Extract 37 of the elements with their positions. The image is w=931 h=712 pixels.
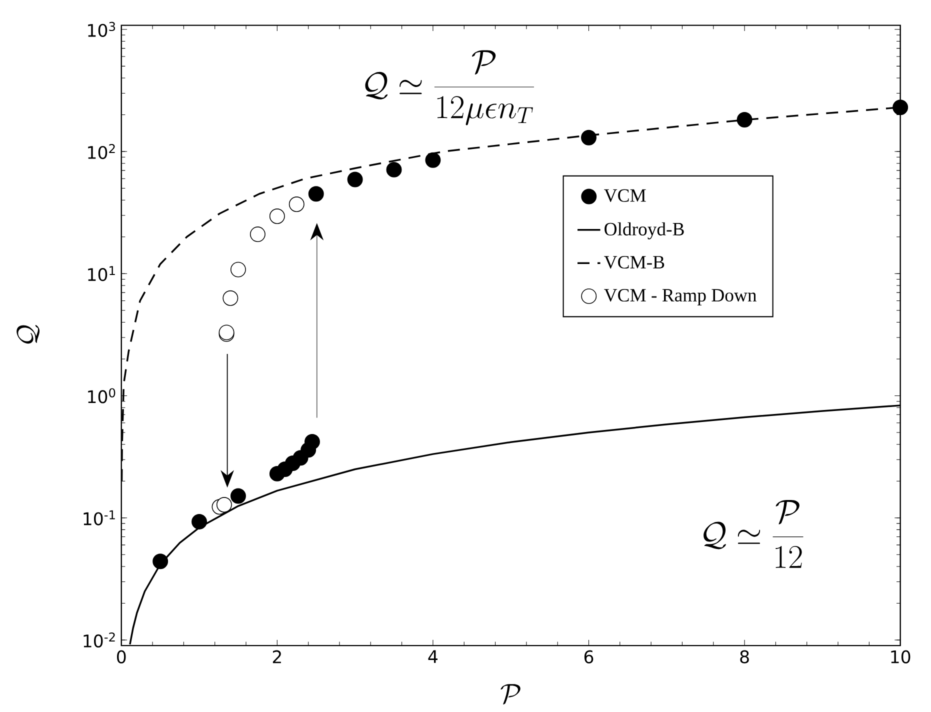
x-axis-title: $\mathcal{P}$ xyxy=(500,684,520,704)
x-tick-label: 10 xyxy=(891,650,910,664)
point xyxy=(192,514,208,530)
y-tick-label: 10$^{3}$ xyxy=(88,22,116,37)
legend-label: VCM xyxy=(604,189,646,202)
y-axis-title: $\mathcal{Q}$ xyxy=(16,324,40,344)
point xyxy=(250,226,266,242)
point xyxy=(736,112,752,128)
legend-label: Oldroyd-B xyxy=(604,222,684,240)
annotation: $\mathcal{Q} \simeq \frac{\mathcal{P}}{12\mu\epsilon n_T}$ xyxy=(365,50,534,126)
point xyxy=(230,488,246,504)
y-tick-label: 10$^{2}$ xyxy=(88,144,115,159)
legend-label: VCM-B xyxy=(604,256,664,269)
y-tick-label: 10$^{1}$ xyxy=(88,266,115,281)
point xyxy=(152,554,168,570)
point xyxy=(222,290,238,306)
x-tick-label: 6 xyxy=(584,650,594,664)
point xyxy=(230,262,246,278)
y-tick-label: 10$^{-2}$ xyxy=(84,632,115,648)
x-tick-label: 2 xyxy=(272,650,281,664)
point xyxy=(216,496,232,512)
point xyxy=(269,208,285,224)
point xyxy=(386,162,402,178)
y-tick-label: 10$^{0}$ xyxy=(88,388,116,404)
legend-label: VCM - Ramp Down xyxy=(604,288,757,306)
x-tick-label: 4 xyxy=(428,650,438,663)
x-tick-label: 8 xyxy=(740,650,749,664)
point xyxy=(288,196,304,212)
point xyxy=(581,130,596,146)
point xyxy=(308,186,324,202)
x-tick-label: 0 xyxy=(117,650,126,664)
y-tick-label: 10$^{-1}$ xyxy=(84,510,115,526)
point xyxy=(892,99,908,115)
point xyxy=(425,152,441,168)
annotation: $\mathcal{Q} \simeq \frac{\mathcal{P}}{12}$ xyxy=(704,500,804,568)
point xyxy=(347,172,363,188)
point xyxy=(304,434,320,450)
